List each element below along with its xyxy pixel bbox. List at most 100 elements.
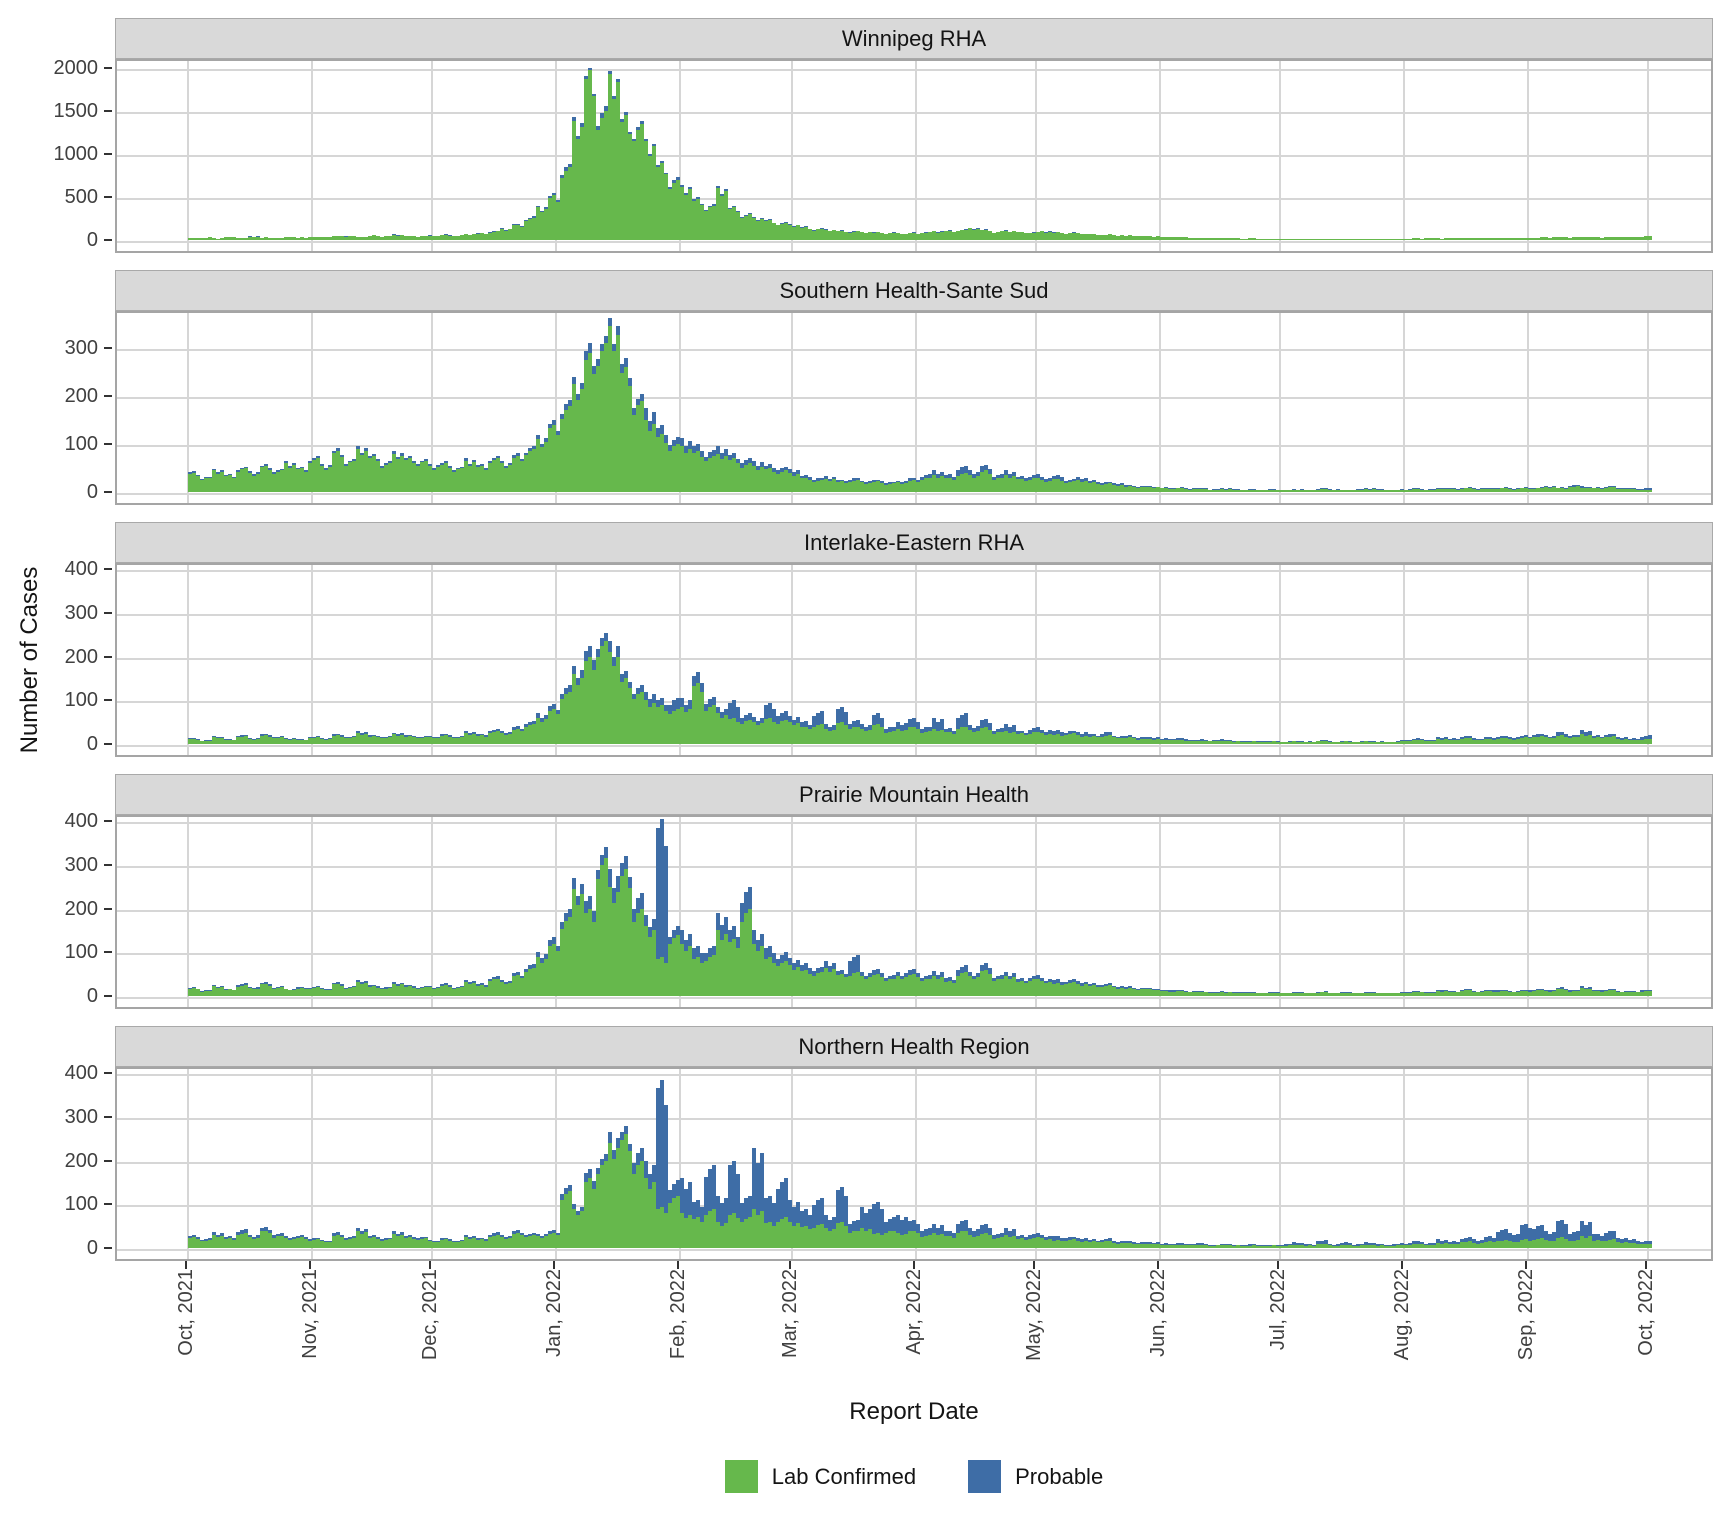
bar-segment-probable — [1576, 484, 1580, 487]
bar — [1624, 991, 1628, 996]
bar-segment-probable — [892, 726, 896, 731]
bar-segment-lab-confirmed — [1048, 981, 1052, 996]
bar-segment-lab-confirmed — [768, 956, 772, 996]
bar — [592, 660, 596, 744]
bar-segment-probable — [748, 886, 752, 909]
bar-segment-lab-confirmed — [324, 237, 328, 240]
bar-segment-probable — [772, 468, 776, 472]
bar — [1324, 991, 1328, 996]
bar-segment-probable — [556, 200, 560, 202]
bar-segment-lab-confirmed — [404, 736, 408, 744]
bar-segment-probable — [416, 987, 420, 989]
bar-segment-probable — [1496, 487, 1500, 489]
bar-segment-probable — [956, 970, 960, 976]
bar-segment-lab-confirmed — [564, 694, 568, 744]
bar — [464, 1234, 468, 1248]
bar — [1608, 989, 1612, 996]
bar — [1576, 734, 1580, 744]
bar-segment-probable — [300, 738, 304, 740]
bar — [920, 729, 924, 744]
bar — [208, 740, 212, 744]
bar — [476, 984, 480, 996]
bar — [988, 230, 992, 240]
gridline-month — [1035, 313, 1037, 503]
bar-segment-lab-confirmed — [312, 987, 316, 996]
bar-segment-lab-confirmed — [1484, 991, 1488, 996]
bar-segment-probable — [1528, 990, 1532, 992]
bar — [832, 962, 836, 996]
bar-segment-lab-confirmed — [696, 1217, 700, 1248]
bar-segment-probable — [1616, 990, 1620, 992]
bar-segment-lab-confirmed — [364, 451, 368, 492]
bar-segment-lab-confirmed — [1064, 734, 1068, 744]
bar-segment-lab-confirmed — [996, 478, 1000, 492]
facet-strip: Northern Health Region — [115, 1026, 1713, 1067]
bar — [1280, 741, 1284, 744]
bar — [1392, 238, 1396, 240]
bar-segment-probable — [1028, 978, 1032, 982]
bar-segment-lab-confirmed — [460, 1241, 464, 1248]
bar — [396, 1233, 400, 1248]
bar — [752, 930, 756, 996]
bar — [1624, 737, 1628, 744]
bar-segment-probable — [1592, 989, 1596, 991]
bar-segment-lab-confirmed — [880, 233, 884, 240]
bar-segment-probable — [632, 908, 636, 922]
bar — [1436, 238, 1440, 240]
bar — [652, 412, 656, 492]
bar-segment-lab-confirmed — [784, 222, 788, 240]
bar-segment-lab-confirmed — [724, 455, 728, 492]
bar — [868, 481, 872, 492]
bar-segment-lab-confirmed — [580, 127, 584, 240]
bar-segment-probable — [1156, 486, 1160, 488]
bar-segment-probable — [1212, 740, 1216, 742]
bar-segment-probable — [1224, 992, 1228, 993]
bar-segment-lab-confirmed — [868, 1229, 872, 1248]
bar — [660, 424, 664, 492]
bar — [988, 722, 992, 744]
bar-segment-lab-confirmed — [1088, 985, 1092, 996]
bar — [272, 472, 276, 492]
bar-segment-lab-confirmed — [636, 405, 640, 492]
bar — [1104, 482, 1108, 492]
bar — [660, 1079, 664, 1248]
bar-segment-lab-confirmed — [560, 699, 564, 744]
bar-segment-probable — [864, 482, 868, 484]
bar-segment-probable — [832, 725, 836, 730]
bar-segment-probable — [1040, 729, 1044, 734]
bar-segment-lab-confirmed — [1620, 992, 1624, 996]
bar — [216, 986, 220, 996]
bar-segment-probable — [608, 317, 612, 327]
gridline-month — [431, 817, 433, 1007]
bar-segment-lab-confirmed — [308, 237, 312, 240]
bar — [1164, 989, 1168, 996]
gridline-value — [117, 397, 1711, 399]
bar-segment-probable — [736, 1173, 740, 1219]
bar-segment-probable — [560, 693, 564, 700]
bar — [860, 972, 864, 996]
bar-segment-lab-confirmed — [1296, 993, 1300, 996]
bar-segment-probable — [1524, 487, 1528, 489]
bar-segment-probable — [772, 222, 776, 224]
bar — [496, 230, 500, 240]
bar — [936, 1227, 940, 1248]
bar-segment-lab-confirmed — [1116, 235, 1120, 240]
bar — [1524, 989, 1528, 996]
bar-segment-lab-confirmed — [1564, 736, 1568, 744]
bar — [644, 139, 648, 240]
bar-segment-probable — [1648, 488, 1652, 490]
bar — [232, 237, 236, 240]
bar — [1612, 485, 1616, 492]
bar — [972, 1231, 976, 1248]
bar-segment-probable — [1508, 488, 1512, 490]
bar-segment-lab-confirmed — [636, 129, 640, 240]
bar-segment-probable — [716, 912, 720, 931]
bar-segment-probable — [668, 186, 672, 189]
bar-segment-probable — [1156, 988, 1160, 990]
bar-segment-probable — [756, 940, 760, 952]
bar-segment-lab-confirmed — [856, 480, 860, 492]
bar-segment-lab-confirmed — [1476, 992, 1480, 996]
bar-segment-lab-confirmed — [1016, 479, 1020, 492]
bar — [188, 472, 192, 492]
bar-segment-lab-confirmed — [488, 463, 492, 492]
